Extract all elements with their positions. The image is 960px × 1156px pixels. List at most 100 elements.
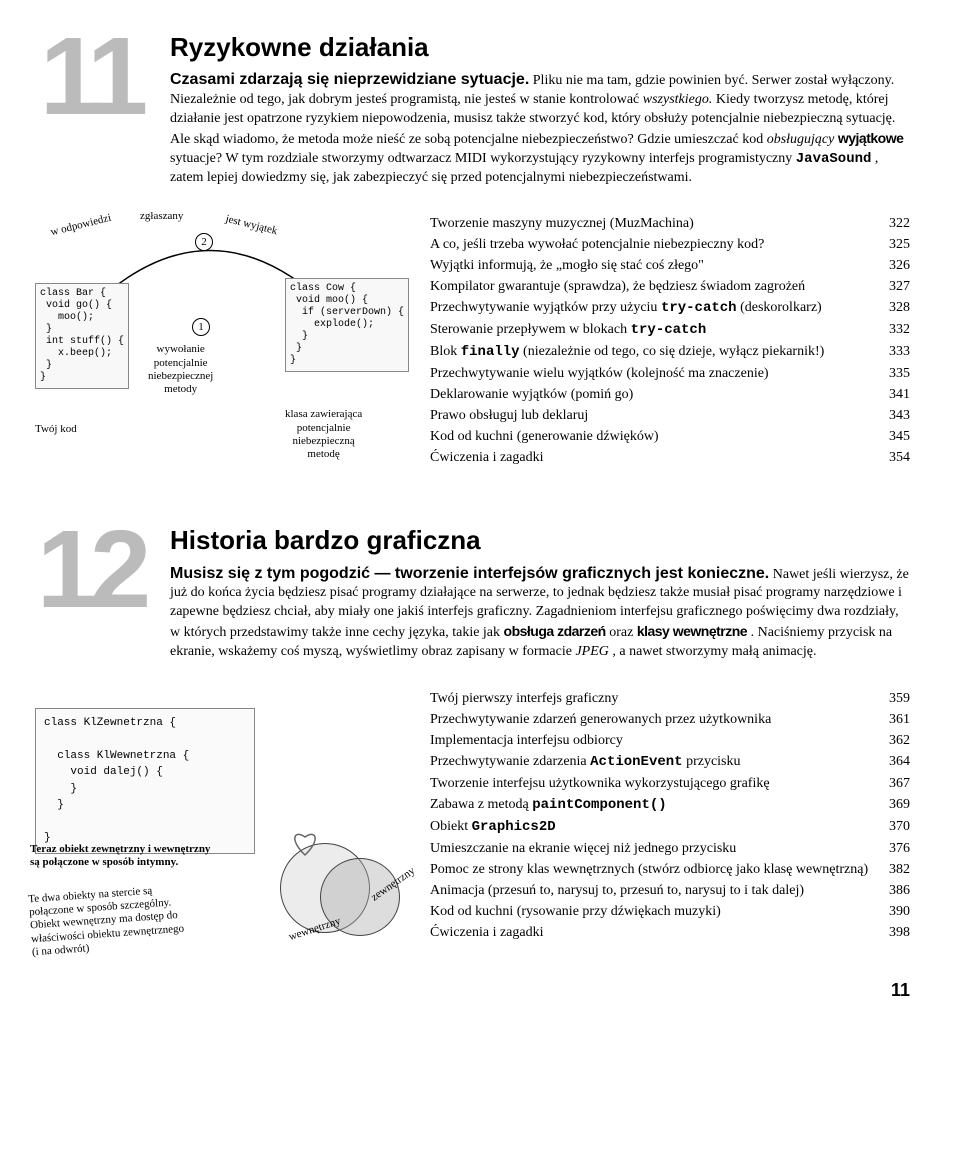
arc-label-mid: zgłaszany (140, 209, 183, 224)
toc-row: Animacja (przesuń to, narysuj to, przesu… (430, 880, 910, 901)
step-1-marker: 1 (192, 318, 210, 336)
toc-row: Wyjątki informują, że „mogło się stać co… (430, 255, 910, 276)
chapter-text-mono: JavaSound (796, 151, 872, 167)
toc-row: Ćwiczenia i zagadki398 (430, 922, 910, 943)
toc-label: Blok finally (niezależnie od tego, co si… (430, 341, 870, 363)
toc-page: 382 (870, 859, 910, 880)
toc-row: Kompilator gwarantuje (sprawdza), że będ… (430, 276, 910, 297)
toc-page: 335 (870, 363, 910, 384)
toc-row: Twój pierwszy interfejs graficzny359 (430, 688, 910, 709)
chapter-title: Historia bardzo graficzna (170, 523, 910, 558)
toc-label: Tworzenie maszyny muzycznej (MuzMachina) (430, 213, 870, 234)
toc-page: 341 (870, 384, 910, 405)
chapter-12-header: 12 Historia bardzo graficzna Musisz się … (30, 523, 910, 668)
toc-label: Tworzenie interfejsu użytkownika wykorzy… (430, 773, 870, 794)
chapter-text-bold: klasy wewnętrzne (637, 623, 747, 639)
toc-label: Deklarowanie wyjątków (pomiń go) (430, 384, 870, 405)
toc-page: 398 (870, 922, 910, 943)
toc-row: Przechwytywanie zdarzenia ActionEvent pr… (430, 751, 910, 773)
page-number: 11 (30, 978, 910, 1002)
toc-page: 343 (870, 405, 910, 426)
chapter-text-bold: obsługa zdarzeń (504, 623, 606, 639)
toc-page: 361 (870, 709, 910, 730)
toc-page: 362 (870, 730, 910, 751)
note-heap: Te dwa obiekty na stercie są połączone w… (28, 883, 186, 959)
code-inner-outer: class KlZewnetrzna { class KlWewnetrzna … (35, 708, 255, 854)
toc-label: Przechwytywanie zdarzenia ActionEvent pr… (430, 751, 870, 773)
toc-row: Przechwytywanie zdarzeń generowanych prz… (430, 709, 910, 730)
toc-page: 333 (870, 341, 910, 363)
diagram-exception: w odpowiedzi zgłaszany jest wyjątek 2 1 … (30, 213, 410, 513)
chapter-intro: Musisz się z tym pogodzić — tworzenie in… (170, 563, 910, 662)
toc-page: 325 (870, 234, 910, 255)
toc-label: A co, jeśli trzeba wywołać potencjalnie … (430, 234, 870, 255)
toc-row: Kod od kuchni (rysowanie przy dźwiękach … (430, 901, 910, 922)
toc-row: Pomoc ze strony klas wewnętrznych (stwór… (430, 859, 910, 880)
chapter-title: Ryzykowne działania (170, 30, 910, 65)
toc-row: A co, jeśli trzeba wywołać potencjalnie … (430, 234, 910, 255)
toc-row: Deklarowanie wyjątków (pomiń go)341 (430, 384, 910, 405)
label-call: wywołanie potencjalnie niebezpiecznej me… (148, 343, 213, 396)
toc-label: Ćwiczenia i zagadki (430, 922, 870, 943)
chapter-11-header: 11 Ryzykowne działania Czasami zdarzają … (30, 30, 910, 193)
chapter-text-italic: obsługujący (767, 132, 835, 147)
chapter-11-content: w odpowiedzi zgłaszany jest wyjątek 2 1 … (30, 213, 910, 513)
chapter-text-italic: JPEG (575, 644, 608, 659)
code-cow: class Cow { void moo() { if (serverDown)… (285, 278, 409, 372)
toc-label: Wyjątki informują, że „mogło się stać co… (430, 255, 870, 276)
toc-page: 332 (870, 319, 910, 341)
toc-page: 359 (870, 688, 910, 709)
toc-label: Przechwytywanie wyjątków przy użyciu try… (430, 297, 870, 319)
toc-page: 354 (870, 447, 910, 468)
toc-row: Przechwytywanie wyjątków przy użyciu try… (430, 297, 910, 319)
chapter-body: Historia bardzo graficzna Musisz się z t… (170, 523, 910, 668)
toc-page: 376 (870, 838, 910, 859)
toc-label: Obiekt Graphics2D (430, 816, 870, 838)
chapter-subtitle: Czasami zdarzają się nieprzewidziane syt… (170, 71, 529, 88)
toc-label: Kompilator gwarantuje (sprawdza), że będ… (430, 276, 870, 297)
toc-row: Prawo obsługuj lub deklaruj343 (430, 405, 910, 426)
toc-label: Przechwytywanie wielu wyjątków (kolejnoś… (430, 363, 870, 384)
toc-page: 370 (870, 816, 910, 838)
label-your-code: Twój kod (35, 423, 77, 436)
toc-page: 328 (870, 297, 910, 319)
chapter-body: Ryzykowne działania Czasami zdarzają się… (170, 30, 910, 193)
toc-label: Sterowanie przepływem w blokach try-catc… (430, 319, 870, 341)
toc-page: 364 (870, 751, 910, 773)
toc-label: Animacja (przesuń to, narysuj to, przesu… (430, 880, 870, 901)
toc-row: Zabawa z metodą paintComponent()369 (430, 794, 910, 816)
toc-row: Implementacja interfejsu odbiorcy362 (430, 730, 910, 751)
toc-page: 326 (870, 255, 910, 276)
chapter-text: , a nawet stworzymy małą animację. (612, 644, 816, 659)
toc-row: Tworzenie maszyny muzycznej (MuzMachina)… (430, 213, 910, 234)
toc-label: Przechwytywanie zdarzeń generowanych prz… (430, 709, 870, 730)
chapter-text: sytuacje? W tym rozdziale stworzymy odtw… (170, 151, 796, 166)
toc-row: Ćwiczenia i zagadki354 (430, 447, 910, 468)
label-class-with-method: klasa zawierająca potencjalnie niebezpie… (285, 408, 362, 461)
toc-label: Kod od kuchni (generowanie dźwięków) (430, 426, 870, 447)
toc-row: Tworzenie interfejsu użytkownika wykorzy… (430, 773, 910, 794)
toc-12: Twój pierwszy interfejs graficzny359Prze… (430, 688, 910, 958)
note-intimate: Teraz obiekt zewnętrzny i wewnętrzny są … (30, 843, 210, 869)
chapter-number: 11 (30, 30, 150, 193)
toc-row: Umieszczanie na ekranie więcej niż jedne… (430, 838, 910, 859)
toc-label: Prawo obsługuj lub deklaruj (430, 405, 870, 426)
chapter-intro: Czasami zdarzają się nieprzewidziane syt… (170, 69, 910, 187)
toc-page: 390 (870, 901, 910, 922)
chapter-12-content: class KlZewnetrzna { class KlWewnetrzna … (30, 688, 910, 958)
toc-row: Kod od kuchni (generowanie dźwięków)345 (430, 426, 910, 447)
code-bar: class Bar { void go() { moo(); } int stu… (35, 283, 129, 389)
toc-label: Zabawa z metodą paintComponent() (430, 794, 870, 816)
chapter-text-italic: wszystkiego. (643, 92, 713, 107)
toc-page: 345 (870, 426, 910, 447)
toc-page: 386 (870, 880, 910, 901)
toc-row: Przechwytywanie wielu wyjątków (kolejnoś… (430, 363, 910, 384)
chapter-subtitle: Musisz się z tym pogodzić — tworzenie in… (170, 565, 769, 582)
toc-label: Umieszczanie na ekranie więcej niż jedne… (430, 838, 870, 859)
toc-label: Kod od kuchni (rysowanie przy dźwiękach … (430, 901, 870, 922)
toc-label: Implementacja interfejsu odbiorcy (430, 730, 870, 751)
heart-icon (285, 823, 325, 863)
toc-label: Pomoc ze strony klas wewnętrznych (stwór… (430, 859, 870, 880)
toc-page: 322 (870, 213, 910, 234)
toc-page: 369 (870, 794, 910, 816)
